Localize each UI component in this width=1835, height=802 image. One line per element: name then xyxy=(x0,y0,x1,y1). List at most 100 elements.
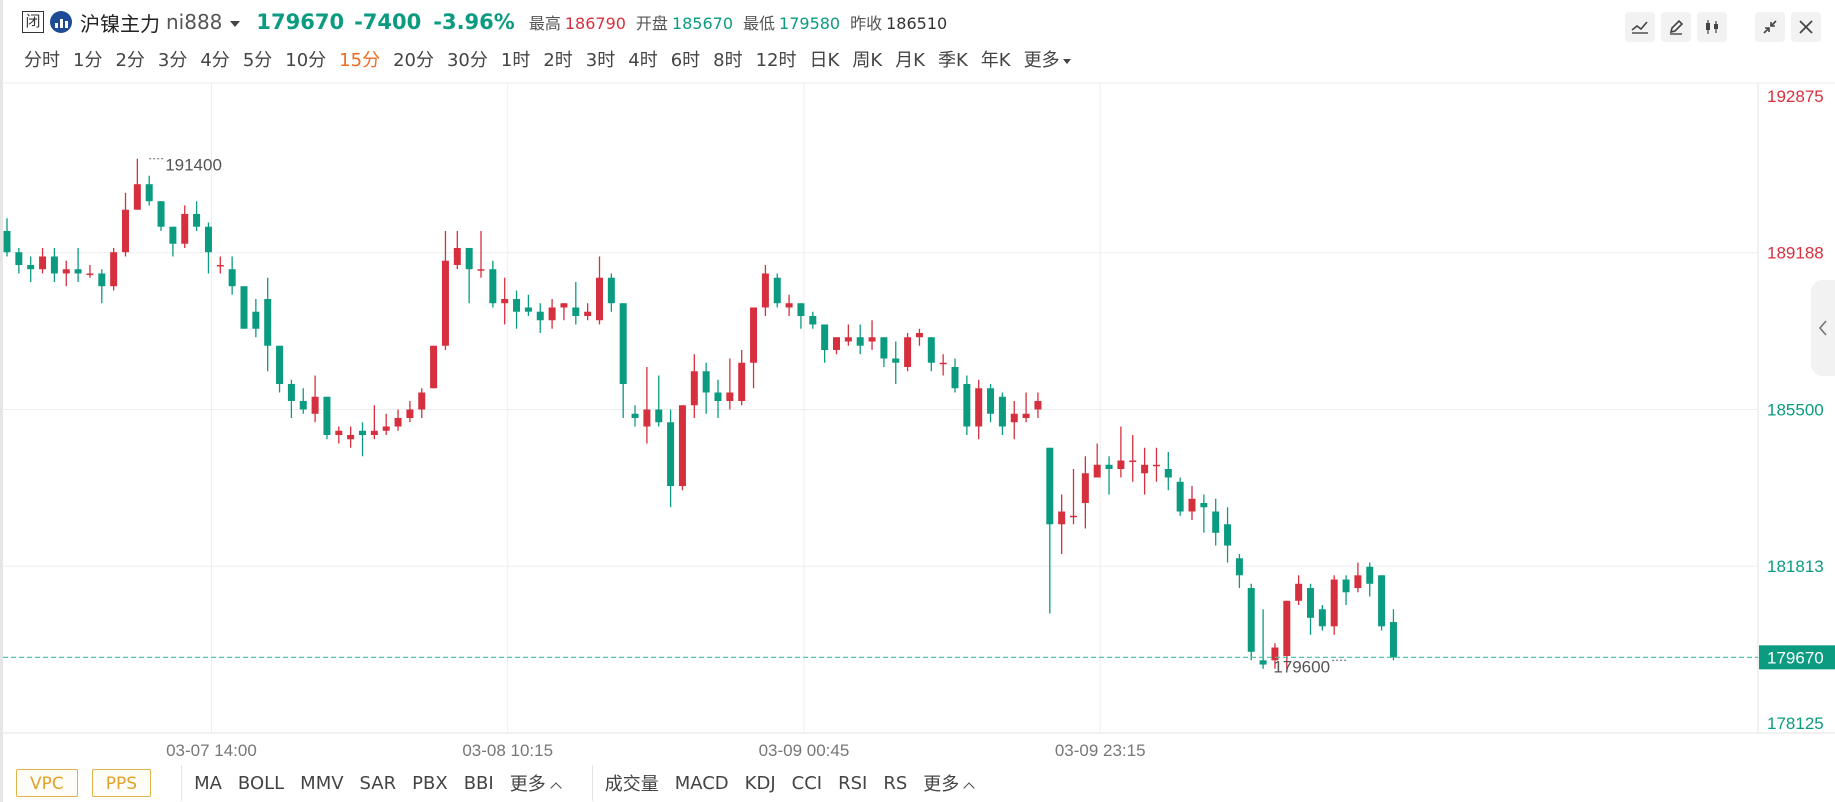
candle-body xyxy=(276,345,284,384)
period-tab[interactable]: 1时 xyxy=(500,50,531,71)
indicator-button[interactable]: MA xyxy=(194,772,222,794)
candle-body xyxy=(382,426,390,431)
indicator-button[interactable]: PBX xyxy=(412,772,448,794)
indicator-button[interactable]: 更多 xyxy=(923,770,975,796)
period-tab[interactable]: 3时 xyxy=(585,50,616,71)
candle-body xyxy=(1022,413,1030,419)
symbol-name[interactable]: 沪镍主力 xyxy=(80,11,160,36)
candle-body xyxy=(1058,511,1066,525)
indicator-button[interactable]: RSI xyxy=(838,772,868,794)
candle-body xyxy=(1342,579,1350,593)
candle-body xyxy=(1366,566,1374,584)
close-icon[interactable] xyxy=(1791,12,1821,42)
period-tab[interactable]: 10分 xyxy=(285,50,327,71)
chevron-down-icon[interactable] xyxy=(230,21,241,27)
period-tab[interactable]: 12时 xyxy=(755,50,797,71)
candle-body xyxy=(761,273,769,308)
candle-body xyxy=(98,273,106,287)
candle-body xyxy=(915,332,923,338)
period-tab[interactable]: 季K xyxy=(937,50,968,71)
indicator-chip[interactable]: PPS xyxy=(91,769,152,797)
candlestick-type-icon[interactable] xyxy=(1697,12,1727,42)
candle-body xyxy=(619,303,627,384)
indicator-button[interactable]: BBI xyxy=(463,772,494,794)
candle-body xyxy=(560,303,568,308)
y-tick-label: 185500 xyxy=(1767,401,1824,420)
period-tabs: 分时 1分 2分 3分 4分 5分 10分 15分 20分 30分 1时 2时 3时 4时 6时 8时 12时日… xyxy=(24,46,1084,72)
period-tab[interactable]: 1分 xyxy=(73,50,103,71)
pencil-icon[interactable] xyxy=(1661,12,1691,42)
indicator-button[interactable]: RS xyxy=(883,772,908,794)
bar-chart-icon[interactable] xyxy=(50,11,72,33)
period-tab[interactable]: 分时 xyxy=(24,50,60,71)
period-tab[interactable]: 2时 xyxy=(543,50,573,71)
symbol-code[interactable]: ni888 xyxy=(166,10,223,34)
period-tab[interactable]: 2分 xyxy=(115,50,145,71)
candle-body xyxy=(702,371,710,393)
x-tick-label: 03-07 14:00 xyxy=(166,741,257,760)
period-tab[interactable]: 30分 xyxy=(446,50,488,71)
indicator-chip[interactable]: VPC xyxy=(16,769,78,797)
candle-body xyxy=(133,184,141,210)
indicator-button[interactable]: BOLL xyxy=(237,772,285,794)
candle-body xyxy=(1212,511,1220,533)
period-tab[interactable]: 更多 xyxy=(1024,46,1071,72)
candle-body xyxy=(607,277,615,304)
candle-body xyxy=(998,396,1006,427)
period-tab[interactable]: 年K xyxy=(980,50,1011,71)
period-tab[interactable]: 月K xyxy=(895,50,925,71)
indicator-button[interactable]: 更多 xyxy=(510,770,562,796)
candle-body xyxy=(86,273,94,275)
shrink-icon[interactable] xyxy=(1755,12,1785,42)
candle-body xyxy=(181,213,189,244)
candle-body xyxy=(1010,413,1018,423)
stat-value: 179580 xyxy=(779,14,841,33)
candle-body xyxy=(524,307,532,312)
candle-body xyxy=(299,400,307,410)
indicator-button[interactable]: KDJ xyxy=(744,772,776,794)
candle-body xyxy=(335,430,343,436)
candle-body xyxy=(430,345,438,389)
candle-body xyxy=(785,303,793,308)
period-tab[interactable]: 4分 xyxy=(200,50,230,71)
indicator-button[interactable]: 成交量 xyxy=(604,774,659,795)
period-tab[interactable]: 15分 xyxy=(339,50,381,71)
candle-body xyxy=(750,307,758,363)
period-tab[interactable]: 周K xyxy=(852,50,883,71)
candle-body xyxy=(572,307,580,316)
period-tab[interactable]: 3分 xyxy=(157,50,188,71)
indicator-button[interactable]: MMV xyxy=(300,772,344,794)
candle-body xyxy=(50,256,58,274)
stat-label: 最高 xyxy=(528,14,561,33)
candle-body xyxy=(1046,447,1054,525)
candle-body xyxy=(797,303,805,316)
candle-body xyxy=(193,213,201,227)
period-tab[interactable]: 6时 xyxy=(670,50,701,71)
line-tool-icon[interactable] xyxy=(1625,12,1655,42)
candle-body xyxy=(643,409,651,427)
candle-body xyxy=(1093,464,1101,478)
candle-body xyxy=(347,435,355,440)
divider xyxy=(591,765,593,801)
period-tab[interactable]: 20分 xyxy=(393,50,434,71)
candle-body xyxy=(1081,473,1089,504)
candle-body xyxy=(1247,588,1255,652)
candlestick-chart[interactable]: 192875 189188 185500 181813 178125 03-07 14:0… xyxy=(0,0,1835,764)
candle-body xyxy=(856,337,864,346)
period-tab[interactable]: 5分 xyxy=(242,50,273,71)
stat-label: 开盘 xyxy=(635,14,668,33)
x-tick-label: 03-08 10:15 xyxy=(462,741,553,760)
candle-body xyxy=(821,324,829,350)
candle-body xyxy=(204,226,212,253)
period-tab[interactable]: 4时 xyxy=(628,50,658,71)
candle-body xyxy=(1235,558,1243,576)
indicator-button[interactable]: MACD xyxy=(674,772,729,794)
candle-body xyxy=(489,269,497,304)
candle-body xyxy=(394,418,402,427)
collapse-panel-handle[interactable] xyxy=(1811,280,1835,376)
indicator-button[interactable]: SAR xyxy=(359,772,397,794)
period-tab[interactable]: 8时 xyxy=(713,50,743,71)
indicator-button[interactable]: CCI xyxy=(791,772,823,794)
period-tab[interactable]: 日K xyxy=(809,50,840,71)
